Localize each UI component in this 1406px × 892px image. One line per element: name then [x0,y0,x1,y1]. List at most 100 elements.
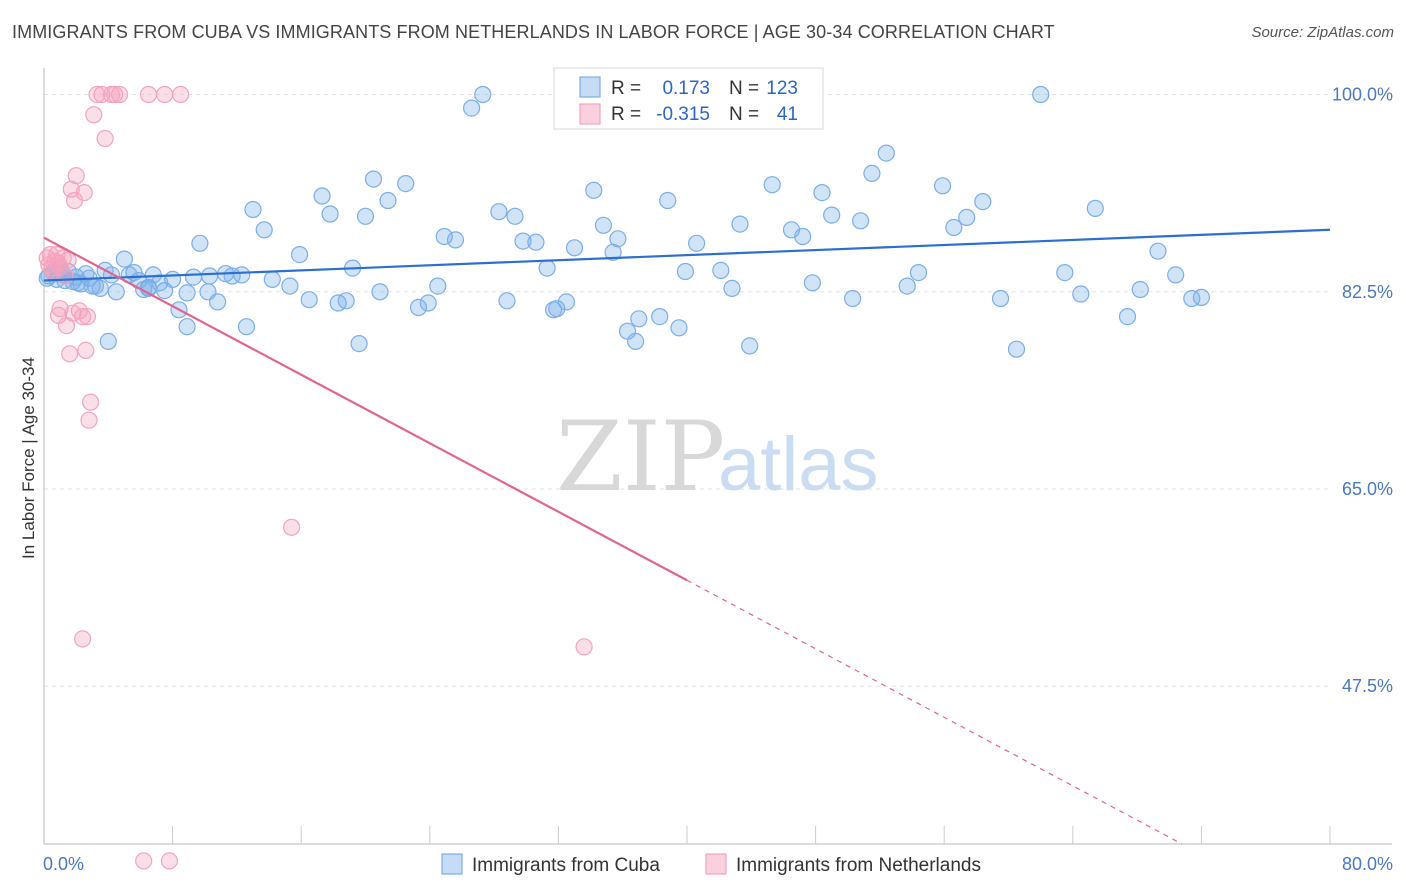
data-point [1149,242,1167,260]
data-point [300,291,318,309]
data-point [139,85,158,104]
data-point [659,191,677,210]
data-point [898,277,916,295]
data-point [763,176,781,194]
data-point [191,234,209,252]
data-point [51,300,69,318]
data-point [397,175,415,193]
legend-n-value-2: 41 [777,104,798,125]
data-point [687,234,706,252]
data-point [419,294,437,312]
data-point [803,274,822,292]
data-point [81,393,100,411]
data-point [851,212,870,230]
data-point [93,85,111,104]
data-point [731,215,749,233]
data-point [1056,264,1074,282]
data-point [604,243,622,261]
data-point [80,411,98,429]
data-point [863,164,881,182]
data-point [350,335,368,353]
data-point [813,184,831,202]
data-point [741,337,759,355]
data-point [474,85,492,104]
x-tick-label-max: 80.0% [1342,854,1393,874]
data-point [164,270,182,288]
trendline-cuba [43,228,1331,282]
data-point [184,268,203,286]
legend-r-value-1: 0.173 [662,78,710,99]
data-point [379,191,397,210]
data-point [201,267,219,285]
data-point [1032,85,1050,104]
data-point [958,208,976,226]
data-point [371,283,389,301]
data-point [75,184,93,202]
y-tick-label: 82.5% [1342,282,1393,302]
data-point [723,279,741,297]
bottom-legend: Immigrants from Cuba Immigrants from Net… [441,853,981,876]
data-point [160,852,178,870]
data-point [321,205,339,223]
data-point [59,251,77,269]
data-point [514,232,532,250]
data-point [85,106,103,124]
data-point [73,308,92,326]
data-point [676,262,695,281]
data-point [626,332,645,350]
data-point [609,230,627,248]
data-point [527,233,545,251]
bottom-legend-label-cuba: Immigrants from Cuba [472,855,660,876]
data-point [237,318,256,336]
data-point [110,85,129,104]
data-point [557,293,576,311]
data-point [56,267,74,285]
data-point [62,180,80,198]
legend-r-label-1: R = [611,78,641,99]
y-tick-label: 100.0% [1332,85,1393,105]
data-point [446,231,465,249]
data-point [255,221,273,239]
data-point [843,289,862,308]
data-point [233,266,251,284]
trendline-netherlands [43,236,688,582]
data-point [178,284,196,302]
x-tick-labels: 0.0% 80.0% [43,854,1393,874]
data-point [712,261,730,279]
bottom-legend-swatch-netherlands [705,853,727,875]
data-point [64,304,82,322]
data-point [409,298,428,317]
series-netherlands [38,85,593,870]
data-point [548,300,566,318]
data-point [945,218,963,237]
data-point [594,216,613,234]
svg-text:ZIP: ZIP [556,401,725,513]
data-point [585,181,603,199]
data-point [498,292,516,310]
data-point [909,264,928,282]
data-point [1167,266,1185,284]
data-point [506,207,524,225]
data-point [429,277,447,295]
data-point [670,319,688,337]
data-point [102,266,121,284]
data-point [1072,285,1090,303]
chart-source: Source: ZipAtlas.com [1251,24,1394,41]
data-point [99,332,117,350]
legend-swatch-cuba [579,76,601,98]
data-point [1118,308,1137,326]
data-point [337,292,355,310]
chart-title: IMMIGRANTS FROM CUBA VS IMMIGRANTS FROM … [12,22,1055,42]
data-point [281,277,299,295]
legend-n-label-2: N = [729,104,759,125]
data-point [823,206,841,224]
trendline-netherlands-extension [686,579,1183,845]
bottom-legend-swatch-cuba [441,853,463,875]
data-point [364,170,383,188]
data-point [356,207,375,225]
data-point [209,293,227,311]
legend-r-label-2: R = [611,104,641,125]
data-point [73,630,92,648]
data-point [156,85,174,104]
